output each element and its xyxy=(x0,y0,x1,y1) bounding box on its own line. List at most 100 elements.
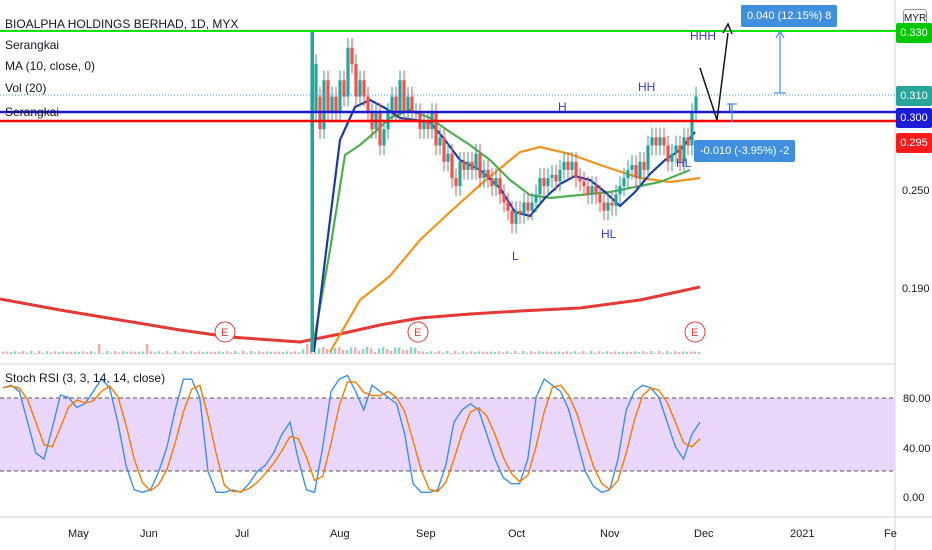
y-tick-0190: 0.190 xyxy=(902,283,930,295)
candle-body xyxy=(402,80,406,113)
candle-body xyxy=(514,210,518,224)
volume-bar xyxy=(186,352,189,354)
volume-bar xyxy=(162,352,165,354)
volume-bar xyxy=(286,351,289,354)
candle-body xyxy=(522,202,526,214)
candle-body xyxy=(666,145,670,162)
candle-body xyxy=(610,202,614,206)
rsi-title[interactable]: Stoch RSI (3, 3, 14, 14, close) xyxy=(5,371,166,385)
volume-bar xyxy=(438,351,441,354)
volume-bar xyxy=(634,351,637,354)
candle-body xyxy=(654,137,658,146)
target-callout[interactable]: 0.040 (12.15%) 8 xyxy=(741,5,838,27)
volume-bar xyxy=(594,352,597,354)
volume-bar xyxy=(146,344,149,354)
annotation-h: H xyxy=(558,100,567,114)
candle-body xyxy=(618,186,622,195)
volume-bar xyxy=(334,347,337,354)
volume-bar xyxy=(682,351,685,354)
rsi-k-line xyxy=(2,374,701,494)
earnings-marker-1[interactable]: E xyxy=(214,321,236,343)
volume-bar xyxy=(154,352,157,354)
candle-body xyxy=(466,161,470,170)
earnings-marker-3[interactable]: E xyxy=(684,321,706,343)
volume-bar xyxy=(50,352,53,354)
volume-bar xyxy=(458,352,461,354)
volume-bar xyxy=(202,351,205,354)
volume-bar xyxy=(410,347,413,354)
candle-body xyxy=(638,161,642,179)
volume-bar xyxy=(230,352,233,354)
candle-body xyxy=(474,153,478,170)
candle-body xyxy=(590,186,594,195)
volume-bar xyxy=(454,351,457,354)
pullback-callout[interactable]: -0.010 (-3.95%) -2 xyxy=(694,140,796,162)
rsi-tick-80: 80.00 xyxy=(903,393,931,405)
volume-bar xyxy=(114,351,117,354)
volume-bar xyxy=(214,351,217,354)
candle-body xyxy=(670,153,674,162)
earnings-marker-2[interactable]: E xyxy=(407,321,429,343)
volume-bar xyxy=(226,351,229,354)
volume-bar xyxy=(74,351,77,354)
volume-bar xyxy=(522,351,525,354)
volume-bar xyxy=(166,351,169,354)
candle-body xyxy=(330,96,334,113)
indicator-ma[interactable]: MA (10, close, 0) xyxy=(5,59,96,73)
volume-bar xyxy=(662,352,665,354)
volume-bar xyxy=(466,352,469,354)
volume-bar xyxy=(370,348,373,354)
annotation-hl-1: HL xyxy=(601,227,617,241)
candle-body xyxy=(414,112,418,114)
volume-bar xyxy=(130,351,133,354)
volume-bar xyxy=(626,351,629,354)
volume-bar xyxy=(22,351,25,354)
candle-body xyxy=(690,112,694,146)
volume-bar xyxy=(322,347,325,354)
indicator-serangkai-1[interactable]: Serangkai xyxy=(5,38,60,52)
candle-body xyxy=(390,96,394,113)
volume-bars xyxy=(2,344,701,354)
time-axis[interactable]: May Jun Jul Aug Sep Oct Nov Dec 2021 Fe xyxy=(68,528,897,540)
volume-bar xyxy=(450,352,453,354)
volume-bar xyxy=(346,350,349,354)
candle-body xyxy=(338,80,342,113)
symbol-title[interactable]: BIOALPHA HOLDINGS BERHAD, 1D, MYX xyxy=(5,17,239,31)
candle-body xyxy=(458,161,462,187)
volume-bar xyxy=(498,351,501,354)
candle-body xyxy=(494,178,498,187)
svg-text:E: E xyxy=(414,327,421,339)
candle-body xyxy=(354,63,358,97)
candle-body xyxy=(482,169,486,179)
volume-bar xyxy=(514,351,517,354)
candle-spike xyxy=(310,30,314,352)
candle-body xyxy=(490,178,494,187)
candle-body xyxy=(658,137,662,146)
volume-bar xyxy=(246,352,249,354)
volume-bar xyxy=(678,352,681,354)
indicator-volume[interactable]: Vol (20) xyxy=(5,81,47,95)
volume-bar xyxy=(298,352,301,354)
volume-bar xyxy=(26,352,29,354)
price-tag-top: 0.330 xyxy=(896,23,932,43)
volume-bar xyxy=(94,352,97,354)
candle-body xyxy=(554,174,558,182)
volume-bar xyxy=(398,347,401,354)
candle-body xyxy=(366,96,370,113)
indicator-serangkai-2[interactable]: Serangkai xyxy=(5,105,60,119)
candle-body xyxy=(486,169,490,179)
candle-body xyxy=(602,202,606,211)
volume-bar xyxy=(2,351,5,354)
volume-bar xyxy=(270,351,273,354)
volume-bar xyxy=(338,347,341,354)
candle-body xyxy=(526,202,530,211)
volume-bar xyxy=(542,352,545,354)
volume-bar xyxy=(98,344,101,354)
x-tick-may: May xyxy=(68,528,89,540)
candle-body xyxy=(406,96,410,113)
candle-body xyxy=(582,181,586,187)
candle-body xyxy=(502,194,506,203)
volume-bar xyxy=(194,352,197,354)
volume-bar xyxy=(178,352,181,354)
